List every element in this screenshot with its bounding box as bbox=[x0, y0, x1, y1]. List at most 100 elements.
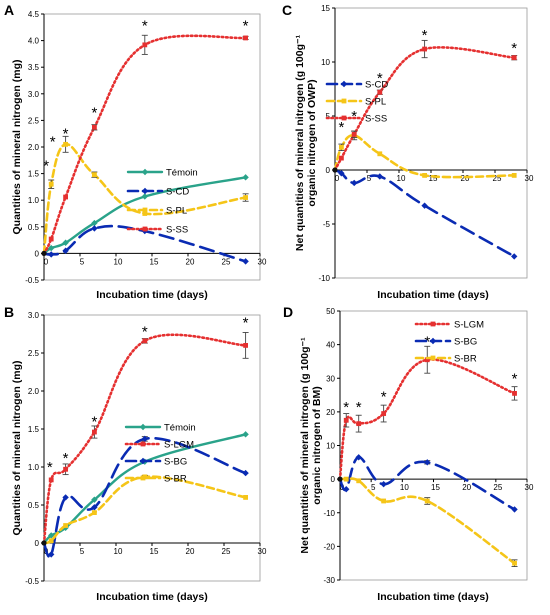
data-point bbox=[48, 538, 54, 544]
significance-star: * bbox=[43, 158, 49, 175]
x-tick-label: 20 bbox=[461, 174, 470, 183]
data-point bbox=[511, 173, 517, 178]
x-tick-label: 10 bbox=[114, 547, 123, 556]
y-tick-label: 1.5 bbox=[28, 170, 40, 179]
plot-area bbox=[339, 310, 528, 581]
significance-star: * bbox=[63, 126, 69, 143]
legend-label: S-CD bbox=[166, 187, 189, 198]
y-tick-label: 2.0 bbox=[28, 143, 40, 152]
data-point bbox=[62, 494, 69, 501]
significance-star: * bbox=[243, 315, 249, 332]
data-point bbox=[92, 429, 97, 435]
origin-point bbox=[332, 167, 338, 173]
legend-entry: S-PL bbox=[126, 206, 187, 217]
y-tick-label: 0 bbox=[35, 539, 40, 548]
significance-star: * bbox=[377, 70, 383, 87]
legend-marker bbox=[341, 115, 347, 121]
legend-marker bbox=[430, 355, 436, 361]
y-tick-label: 3.0 bbox=[28, 90, 40, 99]
legend-entry: S-BR bbox=[124, 474, 187, 485]
x-tick-label: 25 bbox=[222, 547, 231, 556]
significance-star: * bbox=[338, 119, 344, 136]
data-point bbox=[63, 466, 68, 472]
y-tick-label: 5 bbox=[326, 112, 331, 121]
legend: Témoin S-CD S-PL S-SS bbox=[126, 168, 198, 236]
plot-area bbox=[43, 314, 261, 582]
x-tick-label: 20 bbox=[462, 483, 471, 492]
legend-label: S-PL bbox=[166, 206, 187, 217]
x-axis-label: Incubation time (days) bbox=[377, 289, 488, 301]
plot-area bbox=[43, 13, 261, 281]
series-line bbox=[42, 34, 247, 255]
legend-label: S-LGM bbox=[454, 320, 484, 331]
legend-entry: S-CD bbox=[325, 80, 388, 91]
data-point bbox=[243, 35, 248, 41]
data-point bbox=[48, 244, 55, 252]
data-point bbox=[91, 219, 98, 227]
data-point bbox=[48, 551, 55, 558]
panel-label-a: A bbox=[4, 2, 14, 18]
x-tick-label: 25 bbox=[493, 483, 502, 492]
series-s-bg bbox=[42, 435, 249, 558]
y-tick-label: 15 bbox=[321, 4, 330, 13]
data-point bbox=[422, 46, 427, 52]
series-s-ss bbox=[333, 39, 518, 172]
legend-label: S-SS bbox=[365, 114, 387, 125]
data-point bbox=[62, 247, 69, 254]
legend-label: S-SS bbox=[166, 225, 188, 236]
data-point bbox=[48, 477, 54, 483]
data-point bbox=[356, 478, 362, 484]
legend-label: S-BG bbox=[164, 457, 187, 468]
origin-point bbox=[337, 476, 343, 482]
data-point bbox=[242, 174, 249, 181]
data-point bbox=[511, 55, 517, 61]
data-point bbox=[421, 202, 428, 209]
x-tick-label: 30 bbox=[525, 483, 534, 492]
series-line bbox=[333, 46, 516, 172]
y-tick-label: 2.5 bbox=[28, 116, 40, 125]
series-s-cd bbox=[333, 168, 518, 260]
data-point bbox=[242, 469, 249, 477]
data-point bbox=[142, 42, 148, 48]
y-tick-label: -20 bbox=[323, 542, 335, 551]
legend-label: S-BR bbox=[454, 354, 477, 365]
legend-entry: S-SS bbox=[126, 225, 188, 236]
x-tick-label: 5 bbox=[371, 483, 376, 492]
significance-star: * bbox=[47, 459, 53, 476]
data-point bbox=[242, 431, 249, 438]
y-tick-label: 30 bbox=[326, 374, 335, 383]
data-point bbox=[48, 251, 55, 258]
legend-marker bbox=[429, 337, 437, 345]
series-line bbox=[42, 143, 247, 255]
y-tick-label: 50 bbox=[326, 307, 335, 316]
data-point bbox=[424, 459, 431, 466]
data-point bbox=[377, 89, 383, 95]
y-tick-label: 1.0 bbox=[28, 463, 40, 472]
legend-entry: S-PL bbox=[325, 97, 386, 108]
significance-star: * bbox=[142, 18, 148, 35]
significance-star: * bbox=[142, 324, 148, 341]
y-tick-label: 0 bbox=[326, 166, 331, 175]
data-point bbox=[141, 435, 148, 443]
legend-label: S-CD bbox=[365, 80, 388, 91]
data-point bbox=[351, 179, 358, 187]
data-point bbox=[243, 343, 248, 348]
legend-label: Témoin bbox=[164, 423, 196, 434]
x-tick-label: 5 bbox=[80, 257, 85, 266]
series-s-pl bbox=[333, 130, 517, 179]
data-point bbox=[63, 194, 68, 200]
panel-label-c: C bbox=[282, 2, 292, 18]
data-point bbox=[424, 498, 430, 504]
significance-star: * bbox=[351, 108, 357, 125]
panel-label-d: D bbox=[283, 304, 293, 320]
legend: S-LGM S-BG S-BR bbox=[414, 320, 484, 365]
y-tick-label: -10 bbox=[323, 509, 335, 518]
significance-star: * bbox=[91, 104, 97, 121]
data-point bbox=[48, 532, 55, 539]
significance-star: * bbox=[422, 27, 428, 44]
x-axis-label: Incubation time (days) bbox=[96, 289, 207, 301]
legend-entry: S-LGM bbox=[124, 440, 194, 451]
y-axis-label: Quantities of mineral nitrogen (mg) bbox=[11, 360, 23, 535]
legend-marker bbox=[142, 226, 148, 232]
